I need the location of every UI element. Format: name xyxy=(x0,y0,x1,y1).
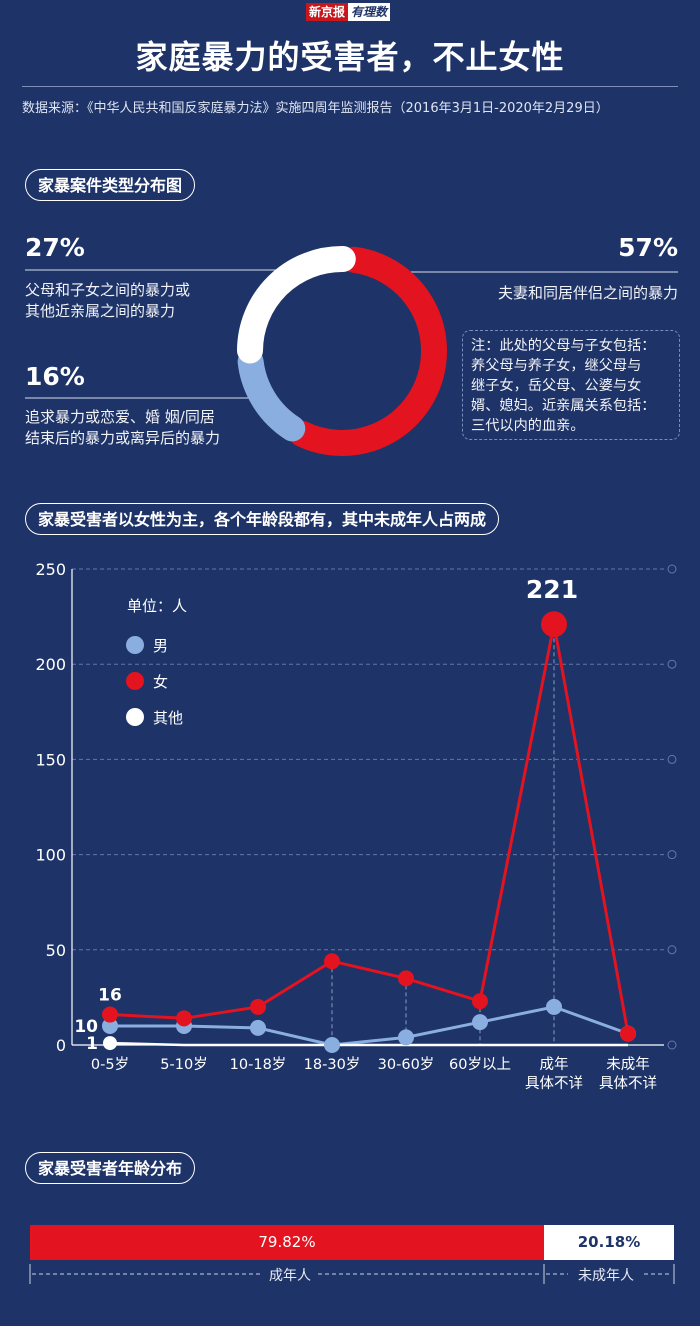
pie-label-line: 结束后的暴力或离异后的暴力 xyxy=(25,429,221,447)
x-tick-label: 60岁以上 xyxy=(449,1056,511,1073)
legend-label: 男 xyxy=(153,637,168,655)
legend-swatch xyxy=(126,672,144,690)
y-tick-label: 100 xyxy=(35,846,66,865)
bar-label-adult: 成年人 xyxy=(269,1268,311,1284)
pie-pct-courtship: 16% xyxy=(25,362,85,391)
gridline-end-marker xyxy=(667,850,677,860)
donut-slice-parent-child xyxy=(237,245,356,364)
point-male xyxy=(102,1017,118,1034)
series-line-other xyxy=(109,1041,628,1047)
point-female xyxy=(324,953,340,970)
x-tick-label: 0-5岁 xyxy=(91,1056,129,1073)
x-tick-label: 具体不详 xyxy=(525,1075,583,1092)
y-tick-label: 50 xyxy=(46,941,66,960)
note-line: 继子女，岳父母、公婆与女 xyxy=(471,378,642,394)
point-male xyxy=(398,1029,414,1046)
y-tick-label: 0 xyxy=(56,1036,66,1055)
point-female xyxy=(472,993,488,1010)
data-label: 10 xyxy=(74,1017,98,1037)
gridline-end-marker xyxy=(667,659,677,669)
note-line: 三代以内的血亲。 xyxy=(471,418,585,434)
legend-unit: 单位：人 xyxy=(127,597,187,615)
legend-swatch xyxy=(126,708,144,726)
x-tick-label: 18-30岁 xyxy=(304,1056,361,1073)
data-label: 221 xyxy=(526,575,578,604)
point-female xyxy=(102,1006,118,1023)
point-other xyxy=(103,1036,117,1051)
bar-value-minor: 20.18% xyxy=(577,1233,641,1251)
section-heading-victims: 家暴受害者以女性为主，各个年龄段都有，其中未成年人占两成 xyxy=(25,503,500,535)
section-heading-case-types: 家暴案件类型分布图 xyxy=(25,169,196,201)
x-tick-label: 30-60岁 xyxy=(378,1056,435,1073)
point-male xyxy=(250,1019,266,1036)
logo-left: 新京报 xyxy=(306,3,349,21)
pie-label-spouse: 夫妻和同居伴侣之间的暴力 xyxy=(498,283,678,304)
bar-segment-minor: 20.18% xyxy=(544,1225,674,1260)
gridline-end-marker xyxy=(667,754,677,764)
gridline-end-marker xyxy=(667,1040,677,1050)
x-tick-label: 10-18岁 xyxy=(230,1056,287,1073)
pie-label-line: 夫妻和同居伴侣之间的暴力 xyxy=(497,284,678,302)
logo-right: 有理数 xyxy=(348,3,391,21)
point-male xyxy=(324,1037,340,1053)
note-line: 注：此处的父母与子女包括： xyxy=(471,338,656,354)
section-heading-age: 家暴受害者年龄分布 xyxy=(25,1152,196,1184)
x-tick-label: 成年 xyxy=(540,1056,569,1073)
pie-pct-spouse: 57% xyxy=(618,233,678,262)
y-tick-label: 250 xyxy=(35,560,66,579)
pie-label-line: 父母和子女之间的暴力或 xyxy=(25,281,191,299)
pie-label-line: 追求暴力或恋爱、婚 姻/同居 xyxy=(25,408,215,426)
x-tick-label: 具体不详 xyxy=(599,1075,657,1092)
legend-label: 其他 xyxy=(153,709,183,727)
note-line: 婿、媳妇。近亲属关系包括： xyxy=(471,398,656,414)
gridline-end-marker xyxy=(667,945,677,955)
donut-slice-courtship xyxy=(237,348,306,442)
bar-label-minor: 未成年人 xyxy=(578,1268,634,1284)
legend-swatch xyxy=(126,636,144,654)
donut-chart xyxy=(25,245,678,456)
series-line-female xyxy=(109,623,630,1034)
point-male xyxy=(546,998,562,1015)
pie-label-parent-child: 父母和子女之间的暴力或 其他近亲属之间的暴力 xyxy=(25,280,190,322)
data-label: 1 xyxy=(86,1034,98,1054)
gridline-end-marker xyxy=(667,564,677,574)
page-title: 家庭暴力的受害者，不止女性 xyxy=(135,38,565,76)
point-female xyxy=(620,1025,636,1042)
donut-slice-spouse xyxy=(289,246,447,456)
x-tick-label: 5-10岁 xyxy=(160,1056,207,1073)
data-source: 数据来源：《中华人民共和国反家庭暴力法》实施四周年监测报告（2016年3月1日-… xyxy=(22,101,609,116)
point-male xyxy=(472,1014,488,1031)
note-line: 养父母与养子女，继父母与 xyxy=(471,358,642,374)
data-label: 16 xyxy=(98,986,122,1006)
point-female xyxy=(176,1010,192,1027)
pie-label-line: 其他近亲属之间的暴力 xyxy=(25,302,176,320)
bar-value-adult: 79.82% xyxy=(258,1233,316,1251)
bar-bracket xyxy=(29,1264,675,1284)
pie-label-courtship: 追求暴力或恋爱、婚 姻/同居 结束后的暴力或离异后的暴力 xyxy=(25,407,220,449)
series-line-male xyxy=(110,1005,629,1047)
pie-note: 注：此处的父母与子女包括： 养父母与养子女，继父母与 继子女，岳父母、公婆与女 … xyxy=(462,330,680,440)
pie-pct-parent-child: 27% xyxy=(25,233,85,262)
point-female xyxy=(541,611,567,638)
y-tick-label: 150 xyxy=(35,750,66,769)
x-tick-label: 未成年 xyxy=(606,1056,650,1073)
point-female xyxy=(250,998,266,1015)
point-female xyxy=(398,970,414,987)
legend-label: 女 xyxy=(153,673,168,691)
logo: 新京报 有理数 xyxy=(306,3,391,21)
title-divider xyxy=(22,86,678,87)
line-chart: 0 50 100 150 200 250 0-5岁 5-10岁 10-18岁 18-30岁 30-… xyxy=(35,560,677,1092)
y-tick-label: 200 xyxy=(35,655,66,674)
bar-segment-adult: 79.82% xyxy=(30,1225,544,1260)
